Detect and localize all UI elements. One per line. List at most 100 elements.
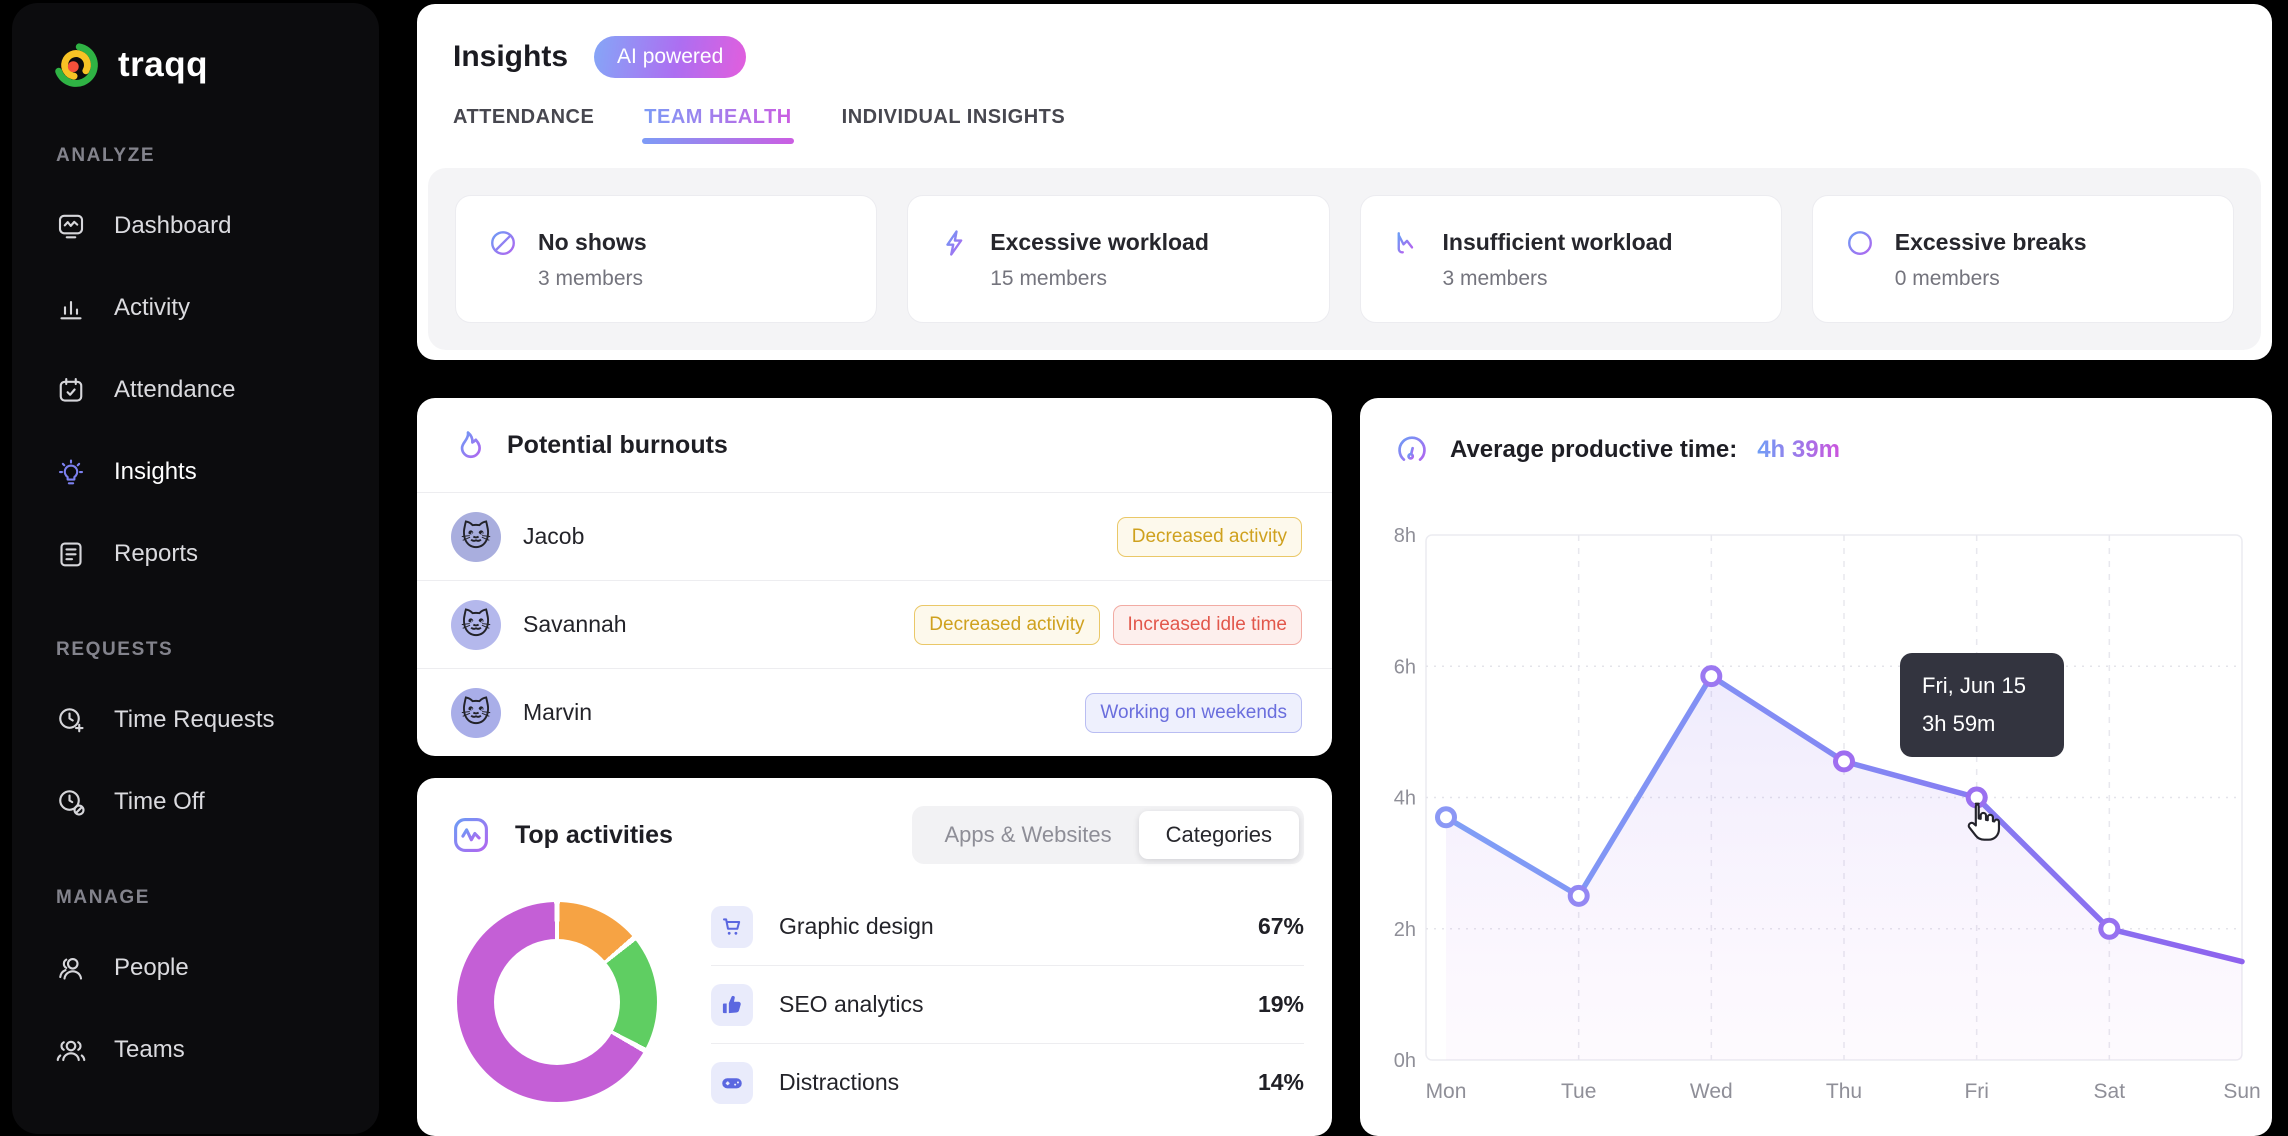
- summary-card-no-shows[interactable]: No shows 3 members: [455, 195, 878, 323]
- time-requests-icon: [56, 705, 86, 735]
- person-name: Savannah: [523, 611, 627, 637]
- svg-text:Fri: Fri: [1964, 1080, 1989, 1103]
- insights-icon: [56, 457, 86, 487]
- badges: Decreased activity: [1116, 516, 1302, 557]
- svg-text:4h: 4h: [1394, 788, 1416, 810]
- nav-section-label-manage: MANAGE: [56, 887, 151, 908]
- activities-list: Graphic design 67% SEO analytics 19% Dis…: [711, 888, 1304, 1121]
- person-name: Jacob: [523, 523, 585, 549]
- nav-section-label-analyze: ANALYZE: [56, 145, 156, 166]
- summary-card-insufficient-workload[interactable]: Insufficient workload 3 members: [1359, 195, 1782, 323]
- hand-cursor-icon: [1960, 798, 2006, 844]
- sidebar-item-attendance[interactable]: Attendance: [56, 367, 379, 413]
- summary-card-excessive-breaks[interactable]: Excessive breaks 0 members: [1811, 195, 2234, 323]
- logo[interactable]: traqq: [12, 3, 379, 91]
- insufficient-workload-icon: [1393, 228, 1423, 258]
- attendance-icon: [56, 375, 86, 405]
- activity-percent: 67%: [1257, 913, 1304, 939]
- activity-percent: 14%: [1257, 1069, 1304, 1095]
- flame-icon: [451, 428, 485, 462]
- sidebar-nav: ANALYZE Dashboard Activity Attendance In…: [12, 145, 379, 1073]
- tab-attendance[interactable]: ATTENDANCE: [453, 106, 595, 128]
- sidebar-item-insights[interactable]: Insights: [56, 449, 379, 495]
- activity-row-seo-analytics[interactable]: SEO analytics 19%: [711, 966, 1304, 1044]
- avatar: 🐱: [451, 511, 501, 562]
- avatar: 🐱: [451, 599, 501, 650]
- svg-text:Sat: Sat: [2094, 1080, 2126, 1103]
- summary-card-excessive-workload[interactable]: Excessive workload 15 members: [907, 195, 1330, 323]
- activity-row-distractions[interactable]: Distractions 14%: [711, 1044, 1304, 1121]
- traqq-logo-icon: [50, 39, 102, 91]
- svg-text:Mon: Mon: [1426, 1080, 1467, 1103]
- burnout-row[interactable]: 🐱 Marvin Working on weekends: [417, 669, 1332, 756]
- members-count: 3 members: [1442, 266, 1548, 290]
- activity-percent: 19%: [1257, 991, 1304, 1017]
- svg-text:0h: 0h: [1394, 1050, 1416, 1072]
- svg-text:6h: 6h: [1394, 656, 1416, 678]
- burnouts-list: 🐱 Jacob Decreased activity 🐱 Savannah De…: [417, 493, 1332, 756]
- badge-decreased-activity: Decreased activity: [1116, 516, 1302, 557]
- tooltip-date: Fri, Jun 15: [1922, 673, 2026, 698]
- sidebar-item-teams[interactable]: Teams: [56, 1027, 379, 1073]
- tooltip-value: 3h 59m: [1922, 711, 1996, 736]
- cart-icon: [711, 905, 753, 948]
- activity-pulse-icon: [449, 813, 493, 857]
- members-count: 0 members: [1894, 266, 2000, 290]
- top-activities-title: Top activities: [515, 820, 673, 849]
- productive-time-panel: Average productive time: 4h 39m 0h 2h 4h 6h…: [1360, 398, 2272, 1136]
- toggle-apps-websites[interactable]: Apps & Websites: [944, 822, 1112, 847]
- sidebar-item-time-off[interactable]: Time Off: [56, 779, 379, 825]
- badges: Decreased activity Increased idle time: [914, 604, 1302, 645]
- badge-increased-idle-time: Increased idle time: [1112, 604, 1302, 645]
- tab-team-health[interactable]: TEAM HEALTH: [642, 106, 794, 144]
- chart-value: 4h 39m: [1757, 436, 1840, 463]
- summary-cards-band: No shows 3 members Excessive workload 15…: [428, 168, 2261, 350]
- teams-icon: [56, 1035, 86, 1065]
- tabs: ATTENDANCE TEAM HEALTH INDIVIDUAL INSIGHTS: [417, 78, 2272, 144]
- avatar: 🐱: [451, 687, 501, 738]
- chart-title: Average productive time:: [1450, 436, 1738, 463]
- excessive-workload-icon: [940, 228, 970, 258]
- badge-working-on-weekends: Working on weekends: [1085, 692, 1302, 733]
- top-activities-panel: Top activities Apps & Websites Categorie…: [417, 778, 1332, 1136]
- badges: Working on weekends: [1085, 692, 1302, 733]
- members-count: 15 members: [990, 266, 1107, 290]
- gamepad-icon: [711, 1061, 753, 1104]
- activity-icon: [56, 293, 86, 323]
- sidebar-item-dashboard[interactable]: Dashboard: [56, 203, 379, 249]
- activity-row-graphic-design[interactable]: Graphic design 67%: [711, 888, 1304, 966]
- gauge-icon: [1394, 432, 1430, 468]
- no-shows-icon: [488, 228, 518, 258]
- toggle-categories[interactable]: Categories: [1138, 811, 1299, 859]
- sidebar-item-activity[interactable]: Activity: [56, 285, 379, 331]
- burnout-row[interactable]: 🐱 Jacob Decreased activity: [417, 493, 1332, 581]
- ai-powered-badge: AI powered: [594, 36, 747, 78]
- app-name: traqq: [118, 45, 208, 84]
- tab-individual-insights[interactable]: INDIVIDUAL INSIGHTS: [841, 106, 1066, 128]
- nav-section-label-requests: REQUESTS: [56, 639, 174, 660]
- reports-icon: [56, 539, 86, 569]
- activities-toggle: Apps & Websites Categories: [912, 806, 1304, 864]
- chart-tooltip: Fri, Jun 15 3h 59m: [1900, 653, 2064, 757]
- svg-text:2h: 2h: [1394, 919, 1416, 941]
- thumbs-up-icon: [711, 983, 753, 1026]
- excessive-breaks-icon: [1845, 228, 1875, 258]
- sidebar-item-time-requests[interactable]: Time Requests: [56, 697, 379, 743]
- insights-panel: Insights AI powered ATTENDANCE TEAM HEALT…: [417, 4, 2272, 360]
- svg-text:Thu: Thu: [1826, 1080, 1862, 1103]
- line-chart: 0h 2h 4h 6h 8h Mon Tue Wed Thu Fri Sat Sun: [1360, 508, 2272, 1136]
- svg-text:Wed: Wed: [1690, 1080, 1733, 1103]
- page-title: Insights: [453, 40, 569, 73]
- svg-text:Tue: Tue: [1561, 1080, 1596, 1103]
- badge-decreased-activity: Decreased activity: [914, 604, 1100, 645]
- potential-burnouts-panel: Potential burnouts 🐱 Jacob Decreased act…: [417, 398, 1332, 756]
- dashboard-icon: [56, 211, 86, 241]
- time-off-icon: [56, 787, 86, 817]
- sidebar-item-people[interactable]: People: [56, 945, 379, 991]
- people-icon: [56, 953, 86, 983]
- sidebar: traqq ANALYZE Dashboard Activity Attenda…: [12, 3, 379, 1134]
- sidebar-item-reports[interactable]: Reports: [56, 531, 379, 577]
- members-count: 3 members: [538, 266, 644, 290]
- svg-text:8h: 8h: [1394, 525, 1416, 547]
- burnout-row[interactable]: 🐱 Savannah Decreased activity Increased i…: [417, 581, 1332, 669]
